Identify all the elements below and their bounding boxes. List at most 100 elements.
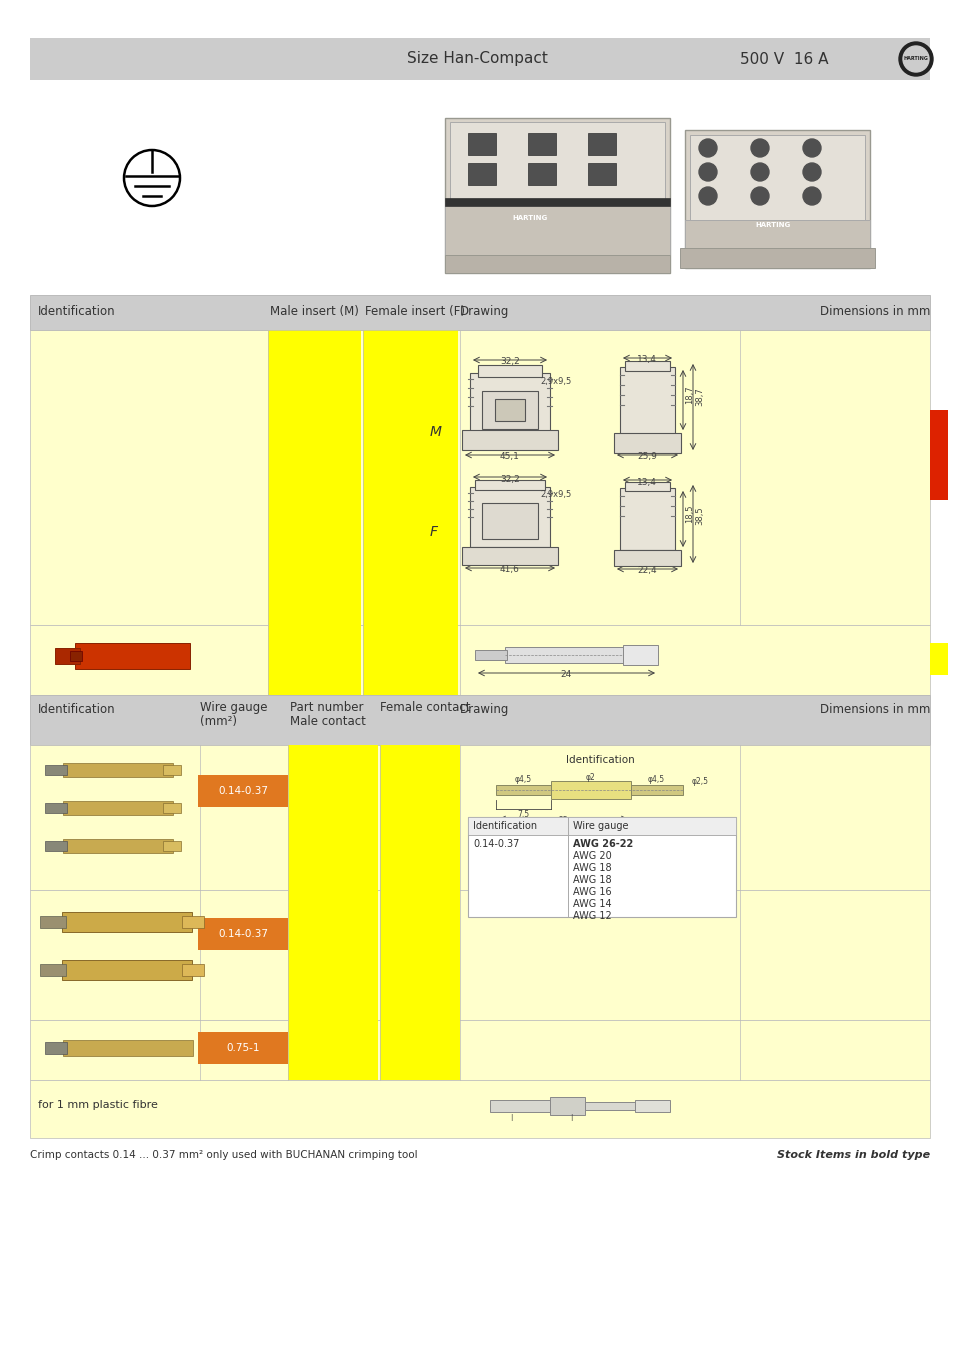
Bar bbox=[496, 784, 551, 795]
Circle shape bbox=[802, 139, 821, 157]
Text: Female insert (F): Female insert (F) bbox=[365, 305, 464, 319]
Text: AWG 18: AWG 18 bbox=[573, 875, 611, 886]
Text: AWG 26-22: AWG 26-22 bbox=[573, 838, 633, 849]
Bar bbox=[614, 433, 680, 454]
Text: M: M bbox=[430, 425, 441, 439]
Text: 38,7: 38,7 bbox=[695, 387, 703, 406]
Bar bbox=[624, 482, 669, 491]
Circle shape bbox=[902, 46, 928, 72]
Text: |: | bbox=[569, 1114, 572, 1120]
Bar bbox=[30, 1080, 929, 1138]
Bar bbox=[470, 373, 550, 437]
Bar bbox=[63, 838, 172, 853]
Text: 0.14-0.37: 0.14-0.37 bbox=[473, 838, 518, 849]
Text: 41,6: 41,6 bbox=[499, 566, 519, 574]
Circle shape bbox=[898, 42, 932, 76]
Text: φ2: φ2 bbox=[585, 774, 596, 782]
Circle shape bbox=[699, 139, 717, 157]
Bar bbox=[444, 198, 669, 207]
Bar bbox=[551, 782, 630, 799]
Text: 13,4: 13,4 bbox=[637, 478, 657, 487]
Text: Female contact: Female contact bbox=[379, 701, 470, 714]
Bar bbox=[163, 803, 181, 813]
Text: AWG 14: AWG 14 bbox=[573, 899, 611, 909]
Bar bbox=[63, 763, 172, 778]
Bar bbox=[45, 803, 67, 813]
Text: Male insert (M): Male insert (M) bbox=[270, 305, 358, 319]
Bar bbox=[288, 745, 377, 890]
Bar bbox=[468, 817, 735, 836]
Text: 32,2: 32,2 bbox=[499, 356, 519, 366]
Bar bbox=[450, 122, 664, 202]
Bar bbox=[587, 163, 616, 185]
Text: |: | bbox=[510, 1114, 512, 1120]
Bar bbox=[30, 1021, 929, 1080]
Text: HARTING: HARTING bbox=[902, 57, 927, 62]
Bar bbox=[30, 625, 929, 695]
Bar bbox=[475, 649, 506, 660]
Bar bbox=[268, 625, 360, 695]
Bar bbox=[55, 648, 80, 664]
Bar bbox=[468, 134, 496, 155]
Bar bbox=[198, 918, 288, 950]
Bar bbox=[468, 163, 496, 185]
Text: Crimp contacts 0.14 ... 0.37 mm² only used with BUCHANAN crimping tool: Crimp contacts 0.14 ... 0.37 mm² only us… bbox=[30, 1150, 417, 1160]
Text: HARTING: HARTING bbox=[755, 221, 790, 228]
Bar bbox=[684, 220, 869, 250]
Bar bbox=[63, 1040, 193, 1056]
Text: Identification: Identification bbox=[565, 755, 634, 765]
Text: AWG 20: AWG 20 bbox=[573, 850, 611, 861]
Bar bbox=[30, 296, 929, 329]
Bar bbox=[163, 765, 181, 775]
Text: for 1 mm plastic fibre: for 1 mm plastic fibre bbox=[38, 1100, 157, 1110]
Text: 32,2: 32,2 bbox=[499, 475, 519, 485]
Text: 25: 25 bbox=[558, 815, 567, 825]
Bar bbox=[679, 248, 874, 269]
Text: 45,1: 45,1 bbox=[499, 452, 519, 460]
Text: AWG 18: AWG 18 bbox=[573, 863, 611, 873]
Bar bbox=[75, 643, 190, 670]
Circle shape bbox=[750, 188, 768, 205]
Bar bbox=[45, 765, 67, 775]
Bar bbox=[30, 890, 929, 1021]
Bar bbox=[550, 1098, 584, 1115]
Text: φ2,5: φ2,5 bbox=[691, 778, 708, 786]
Bar bbox=[619, 487, 675, 549]
Circle shape bbox=[802, 163, 821, 181]
Text: Dimensions in mm: Dimensions in mm bbox=[819, 703, 929, 716]
Text: Drawing: Drawing bbox=[459, 305, 509, 319]
Bar bbox=[40, 917, 66, 927]
Bar bbox=[379, 890, 459, 1021]
Bar bbox=[30, 38, 929, 80]
Bar bbox=[479, 1092, 679, 1122]
Text: Size Han-Compact: Size Han-Compact bbox=[406, 51, 547, 66]
Bar bbox=[470, 487, 550, 547]
Text: Part number: Part number bbox=[290, 701, 363, 714]
Text: Dimensions in mm: Dimensions in mm bbox=[819, 305, 929, 319]
Bar bbox=[527, 163, 556, 185]
Bar bbox=[481, 392, 537, 429]
Bar bbox=[619, 367, 675, 437]
Text: Identification: Identification bbox=[473, 821, 537, 832]
Bar bbox=[929, 643, 947, 675]
Bar bbox=[495, 400, 524, 421]
Bar bbox=[929, 410, 947, 500]
Text: 22,2: 22,2 bbox=[660, 828, 677, 837]
Text: F: F bbox=[430, 525, 437, 539]
Bar bbox=[622, 645, 658, 666]
Bar bbox=[630, 784, 682, 795]
Bar bbox=[504, 647, 624, 663]
Bar bbox=[62, 960, 192, 980]
Bar bbox=[490, 1100, 550, 1112]
Text: 500 V  16 A: 500 V 16 A bbox=[740, 51, 827, 66]
Bar bbox=[198, 775, 288, 807]
Text: φ4,5: φ4,5 bbox=[514, 775, 531, 784]
Bar bbox=[689, 135, 864, 220]
Bar bbox=[182, 917, 204, 927]
Text: 2,9x9,5: 2,9x9,5 bbox=[539, 377, 571, 386]
Bar bbox=[624, 360, 669, 371]
Bar bbox=[584, 1102, 635, 1110]
Bar bbox=[481, 504, 537, 539]
Bar bbox=[288, 890, 377, 1021]
Bar bbox=[62, 913, 192, 931]
